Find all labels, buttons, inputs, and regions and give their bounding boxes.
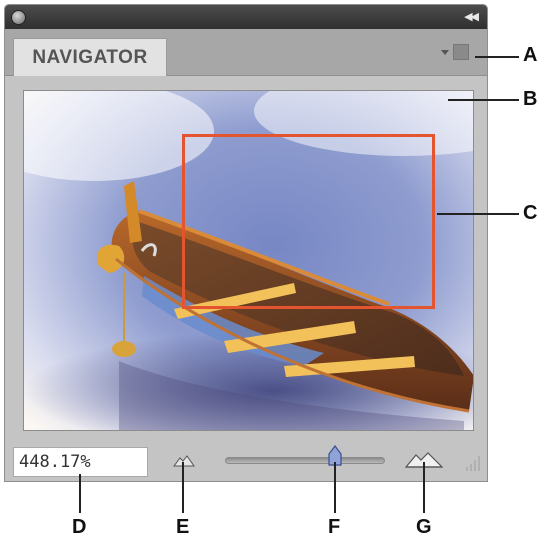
panel-menu-icon xyxy=(453,44,469,60)
callout-label-d: D xyxy=(72,516,87,538)
zoom-out-icon[interactable] xyxy=(173,455,195,467)
callout-line-g xyxy=(423,462,425,513)
callout-label-e: E xyxy=(176,516,190,538)
boat-thumbnail-image xyxy=(24,91,473,430)
callout-label-g: G xyxy=(416,516,432,538)
callout-label-a: A xyxy=(523,44,538,66)
callout-line-b xyxy=(448,99,519,101)
callout-line-c xyxy=(437,213,519,215)
callout-line-f xyxy=(334,462,336,513)
collapse-icon[interactable]: ◀◀ xyxy=(464,10,479,23)
zoom-slider-thumb[interactable] xyxy=(327,445,343,467)
view-box-proxy[interactable] xyxy=(182,134,435,309)
resize-grip-icon[interactable] xyxy=(463,455,481,473)
image-thumbnail[interactable] xyxy=(23,90,474,431)
callout-label-f: F xyxy=(328,516,341,538)
navigator-controls: 448.17% xyxy=(5,439,487,481)
callout-line-d xyxy=(79,474,81,513)
close-icon[interactable] xyxy=(11,10,26,25)
zoom-percent-field[interactable]: 448.17% xyxy=(13,447,148,477)
callout-label-b: B xyxy=(523,88,538,110)
panel-menu-button[interactable] xyxy=(441,42,471,62)
callout-label-c: C xyxy=(523,202,538,224)
zoom-slider[interactable] xyxy=(225,457,385,464)
callout-line-e xyxy=(182,462,184,513)
zoom-in-icon[interactable] xyxy=(405,452,443,468)
chevron-down-icon xyxy=(441,49,449,55)
tab-navigator[interactable]: NAVIGATOR xyxy=(13,38,167,76)
panel-title-bar[interactable]: ◀◀ xyxy=(5,5,487,29)
callout-line-a xyxy=(475,56,519,58)
panel-tab-row: NAVIGATOR xyxy=(5,29,487,76)
navigator-panel: ◀◀ NAVIGATOR xyxy=(4,4,488,482)
